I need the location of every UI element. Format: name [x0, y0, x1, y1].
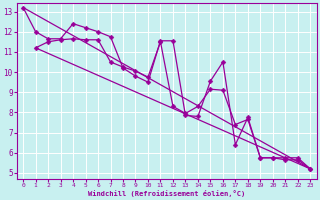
X-axis label: Windchill (Refroidissement éolien,°C): Windchill (Refroidissement éolien,°C) — [88, 190, 245, 197]
